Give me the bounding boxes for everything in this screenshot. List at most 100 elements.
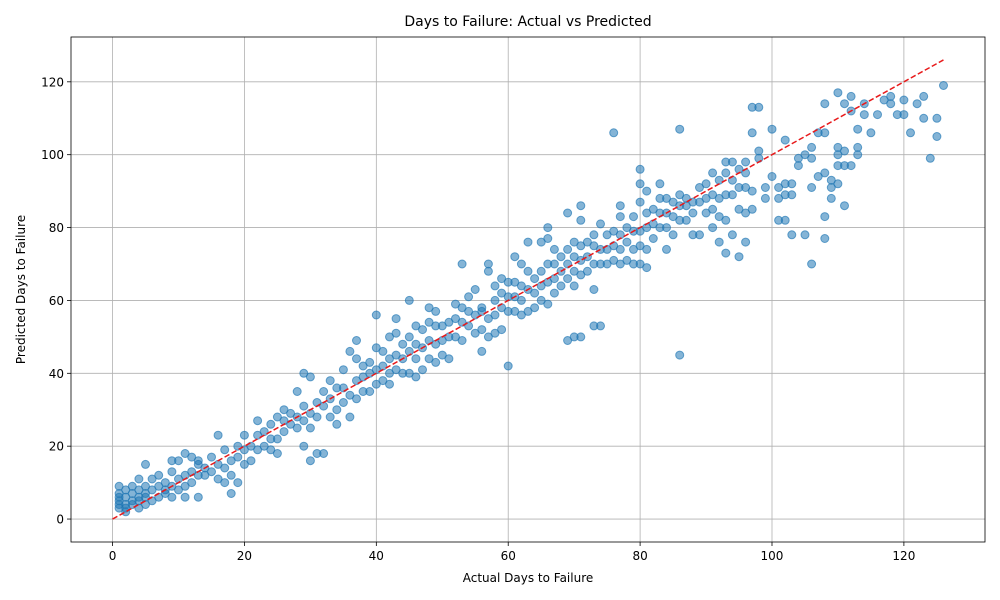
data-point — [543, 234, 553, 243]
data-point — [721, 168, 731, 178]
data-point — [503, 361, 513, 371]
data-point — [569, 237, 579, 247]
data-point — [642, 244, 652, 254]
data-point — [424, 354, 434, 364]
data-point — [424, 303, 434, 313]
data-point — [582, 266, 592, 276]
data-point — [444, 317, 454, 327]
data-point — [431, 306, 441, 316]
y-tick-label: 40 — [49, 367, 64, 381]
data-point — [332, 405, 342, 415]
data-point — [239, 430, 249, 440]
data-point — [886, 91, 896, 101]
x-tick-label: 80 — [632, 549, 647, 563]
data-point — [569, 281, 579, 291]
data-point — [635, 164, 645, 174]
data-point — [866, 128, 876, 138]
data-point — [477, 325, 487, 335]
data-point — [431, 357, 441, 367]
data-point — [391, 314, 401, 324]
data-point — [174, 456, 183, 466]
data-point — [859, 110, 869, 120]
data-point — [279, 427, 289, 437]
axis-ticks: 0 20 40 60 80 100 120 0 20 40 60 80 100 120 — [41, 75, 915, 563]
data-point — [754, 146, 764, 156]
data-point — [589, 285, 599, 294]
data-point — [820, 212, 830, 222]
x-axis-title: Actual Days to Failure — [463, 571, 594, 585]
data-point — [233, 478, 243, 488]
data-point — [549, 259, 559, 269]
data-point — [754, 102, 764, 112]
data-point — [180, 492, 190, 502]
data-point — [688, 208, 698, 218]
data-point — [543, 223, 553, 233]
data-point — [840, 99, 849, 109]
data-point — [629, 212, 638, 222]
data-point — [193, 456, 203, 466]
data-point — [569, 252, 579, 262]
data-point — [939, 81, 948, 90]
data-point — [352, 354, 361, 364]
data-point — [563, 208, 573, 218]
data-point — [167, 467, 177, 477]
data-point — [853, 142, 863, 152]
data-point — [714, 212, 724, 222]
data-point — [272, 434, 282, 444]
data-point — [134, 474, 144, 484]
data-point — [760, 193, 770, 203]
data-point — [385, 379, 394, 389]
data-point — [708, 168, 718, 178]
data-point — [411, 354, 421, 364]
data-point — [615, 212, 625, 222]
data-point — [622, 237, 632, 247]
data-point — [305, 372, 315, 382]
data-point — [536, 266, 546, 276]
data-point — [662, 223, 671, 233]
data-point — [272, 449, 282, 458]
y-tick-label: 0 — [56, 513, 64, 527]
plot-frame — [70, 36, 986, 543]
data-point — [727, 230, 737, 240]
data-point — [325, 412, 335, 422]
data-point — [820, 168, 830, 178]
data-point — [906, 128, 915, 138]
data-point — [549, 288, 559, 298]
y-axis-title: Predicted Days to Failure — [14, 215, 28, 364]
data-point — [695, 197, 704, 207]
data-point — [299, 416, 309, 426]
data-point — [642, 186, 652, 196]
y-tick-label: 120 — [41, 75, 64, 89]
data-point — [675, 350, 685, 360]
data-point — [345, 346, 355, 356]
data-point — [774, 183, 784, 192]
data-point — [253, 416, 263, 426]
data-point — [154, 470, 164, 480]
data-point — [451, 314, 460, 324]
data-point — [563, 244, 573, 254]
data-point — [615, 201, 625, 211]
data-point — [411, 321, 421, 331]
data-point — [556, 281, 566, 291]
data-point — [899, 95, 909, 105]
data-point — [530, 303, 540, 313]
data-point — [325, 376, 335, 386]
data-point — [563, 274, 573, 284]
data-point — [655, 179, 665, 189]
data-point — [576, 332, 586, 342]
data-point — [899, 110, 909, 120]
data-point — [378, 346, 388, 356]
data-point — [727, 157, 737, 167]
data-point — [490, 295, 500, 305]
data-point — [780, 215, 790, 225]
data-point — [523, 237, 533, 247]
x-tick-label: 40 — [369, 549, 384, 563]
data-point — [338, 365, 348, 375]
data-point — [536, 295, 546, 305]
data-point — [767, 124, 777, 134]
data-point — [668, 212, 678, 222]
data-point — [332, 419, 342, 429]
data-point — [411, 372, 421, 382]
data-point — [780, 135, 790, 145]
